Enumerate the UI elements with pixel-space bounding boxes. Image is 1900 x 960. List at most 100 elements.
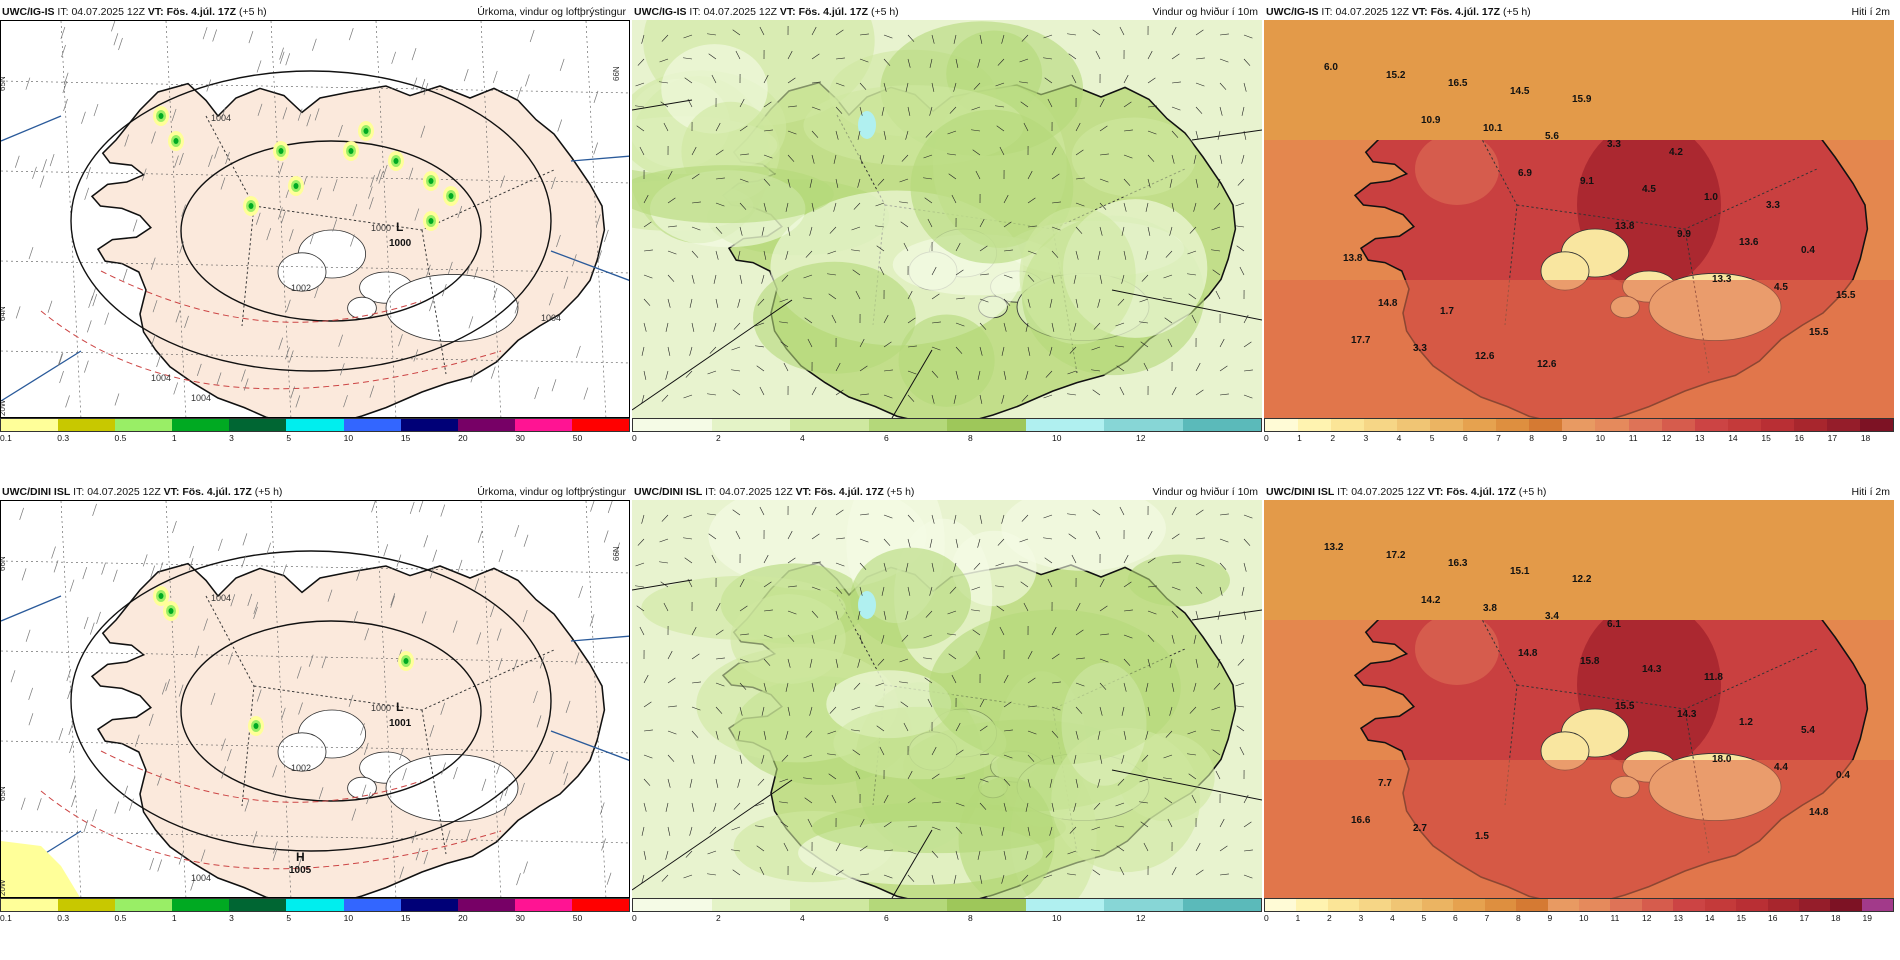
isobar-label: 1004	[211, 593, 231, 603]
precip-cell	[294, 183, 299, 189]
panel-header: UWC/DINI ISL IT: 04.07.2025 12Z VT: Fös.…	[0, 486, 630, 500]
color-bar-tick: 3	[1363, 433, 1368, 443]
color-bar-tick: 11	[1611, 913, 1620, 923]
color-bar-tick: 8	[1529, 433, 1534, 443]
isobar-label: 1004	[191, 873, 211, 883]
color-bar-tick: 5	[1430, 433, 1435, 443]
color-bar-swatch	[1485, 899, 1516, 911]
glacier	[348, 777, 377, 799]
color-bar-tick: 1	[1297, 433, 1302, 443]
color-bar-swatch	[633, 419, 712, 431]
temp-value-label: 6.9	[1518, 168, 1532, 179]
color-bar-tick: 0	[1264, 433, 1269, 443]
color-bar-tick: 12	[1136, 913, 1145, 923]
isobar-label: 1004	[211, 113, 231, 123]
valid-time: Fös. 4.júl. 17Z	[167, 6, 236, 18]
panel-title: Hiti í 2m	[1851, 6, 1890, 18]
color-bar-swatch	[1629, 419, 1662, 431]
map-svg: 6.010.96.913.813.315.515.210.19.19.94.51…	[1264, 20, 1894, 418]
lat-lon-label: 20W	[1, 399, 7, 416]
temp-value-label: 1.5	[1475, 831, 1489, 842]
color-bar-tick: 0.3	[57, 433, 69, 443]
color-bar-tick: 0.5	[115, 433, 127, 443]
valid-time: Fös. 4.júl. 17Z	[814, 486, 883, 498]
high-pressure-value: 1005	[289, 865, 312, 876]
color-bar-tick: 9	[1548, 913, 1553, 923]
color-bar-swatch	[1391, 899, 1422, 911]
color-bar-swatch	[1794, 419, 1827, 431]
map-panel-wind: UWC/IG-IS IT: 04.07.2025 12Z VT: Fös. 4.…	[632, 0, 1264, 480]
color-bar-swatch	[790, 419, 869, 431]
color-bar-tick: 20	[458, 913, 467, 923]
precip-cell	[249, 203, 254, 209]
temp-value-label: 6.0	[1324, 62, 1338, 73]
color-bar-swatch	[1265, 899, 1296, 911]
panel-header: UWC/IG-IS IT: 04.07.2025 12Z VT: Fös. 4.…	[632, 6, 1262, 20]
color-bar-tick: 3	[1359, 913, 1364, 923]
color-bar-tick: 17	[1800, 913, 1809, 923]
high-pressure-letter: H	[296, 850, 305, 864]
temp-value-label: 17.2	[1386, 550, 1406, 561]
color-bar-tick: 15	[401, 433, 410, 443]
temp-value-label: 4.5	[1774, 282, 1788, 293]
color-bar-swatch	[1830, 899, 1861, 911]
color-bar-swatch	[286, 419, 343, 431]
valid-label: VT:	[148, 6, 164, 18]
color-bar-swatch	[947, 899, 1026, 911]
color-bar-swatch	[1183, 419, 1262, 431]
color-bar-swatch	[229, 419, 286, 431]
color-bar-swatch	[344, 899, 401, 911]
init-time: 04.07.2025 12Z	[1351, 486, 1425, 498]
precip-cell	[364, 128, 369, 134]
color-bar-tick: 15	[1737, 913, 1746, 923]
precip-cell	[174, 138, 179, 144]
color-bar-swatch	[1183, 899, 1262, 911]
color-bar-swatch	[1328, 899, 1359, 911]
temp-value-label: 9.9	[1677, 229, 1691, 240]
precip-cell	[254, 723, 259, 729]
color-bar-swatch	[1768, 899, 1799, 911]
color-bar-tick: 10	[1052, 433, 1061, 443]
color-bar-swatch	[58, 899, 115, 911]
color-bar-swatch	[869, 899, 948, 911]
color-bar-tick: 14	[1728, 433, 1737, 443]
color-bar-tick: 8	[968, 433, 973, 443]
color-bar-tick: 2	[1330, 433, 1335, 443]
color-bar-tick: 7	[1496, 433, 1501, 443]
color-bar-swatch	[1728, 419, 1761, 431]
color-bar-tick: 10	[1052, 913, 1061, 923]
temp-value-label: 12.6	[1475, 351, 1495, 362]
color-bar-swatch	[172, 419, 229, 431]
map-panel-precip: UWC/DINI ISL IT: 04.07.2025 12Z VT: Fös.…	[0, 480, 632, 960]
color-bar-tick: 12	[1642, 913, 1651, 923]
temp-value-label: 0.4	[1801, 245, 1815, 256]
lead-time: (+5 h)	[1503, 6, 1531, 18]
temp-value-label: 16.5	[1448, 78, 1468, 89]
init-time: 04.07.2025 12Z	[87, 486, 161, 498]
model-name: UWC/IG-IS	[1266, 6, 1319, 18]
panel-header: UWC/IG-IS IT: 04.07.2025 12Z VT: Fös. 4.…	[0, 6, 630, 20]
color-bar-tick: 2	[1327, 913, 1332, 923]
lead-time: (+5 h)	[255, 486, 283, 498]
panel-title: Úrkoma, vindur og loftþrýstingur	[477, 486, 626, 498]
lead-time: (+5 h)	[239, 6, 267, 18]
isobar-label: 1004	[541, 313, 561, 323]
color-bar-swatch	[1296, 899, 1327, 911]
color-bar-tick: 0	[1264, 913, 1269, 923]
color-bar-swatch	[1736, 899, 1767, 911]
map-panel-temp: UWC/DINI ISL IT: 04.07.2025 12Z VT: Fös.…	[1264, 480, 1896, 960]
color-bar-tick: 0.3	[57, 913, 69, 923]
temp-value-label: 13.3	[1712, 274, 1732, 285]
panel-title: Úrkoma, vindur og loftþrýstingur	[477, 6, 626, 18]
temp-value-label: 14.8	[1518, 648, 1538, 659]
isobar-label: 1004	[191, 393, 211, 403]
temp-value-label: 1.0	[1704, 192, 1718, 203]
color-bar-swatch	[572, 419, 629, 431]
init-time: 04.07.2025 12Z	[719, 486, 793, 498]
isobar-label: 1000	[371, 703, 391, 713]
color-bar-swatch	[1430, 419, 1463, 431]
color-bar-swatch	[1422, 899, 1453, 911]
